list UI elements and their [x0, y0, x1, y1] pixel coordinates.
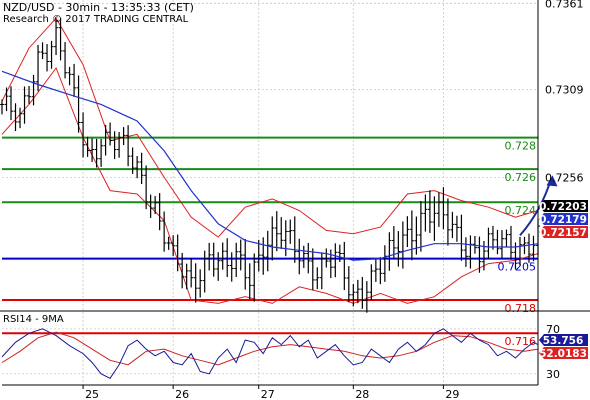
y-tick-label: 0.7256 [545, 171, 584, 184]
level-label: 0.7205 [498, 261, 537, 274]
price-tag: 0.72179 [539, 214, 587, 226]
level-label: 0.718 [505, 302, 537, 315]
rsi-value-tag: 52.0183 [539, 348, 587, 360]
rsi-value-tag-bg [539, 334, 588, 346]
level-label: 0.724 [505, 204, 537, 217]
price-tag-bg [539, 226, 588, 238]
x-tick-label: 27 [261, 388, 275, 400]
rsi-title: RSI14 - 9MA [3, 314, 64, 325]
level-label: 0.728 [505, 140, 537, 153]
level-label: 0.716 [505, 335, 537, 348]
rsi-tick-label: 30 [546, 368, 560, 381]
price-tag: 0.72203 [539, 201, 587, 213]
price-tag-bg [539, 213, 588, 225]
price-tag: 0.72157 [539, 227, 587, 239]
x-tick-label: 28 [355, 388, 369, 400]
bollinger-upper-line [1, 17, 539, 238]
rsi-tick-label: 70 [546, 323, 560, 336]
rsi-lines [1, 328, 539, 379]
forecast-arrow-head [546, 175, 558, 187]
y-tick-label: 0.7309 [545, 84, 584, 97]
rsi-value-tag-bg [539, 347, 588, 359]
y-tick-label: 0.7361 [545, 0, 584, 10]
indicator-lines [1, 70, 539, 261]
rsi-value-tag: 53.756 [543, 335, 584, 347]
forecast-arrow [519, 175, 558, 237]
price-bars [0, 17, 540, 313]
x-tick-label: 25 [85, 388, 99, 400]
level-label: 0.726 [505, 171, 537, 184]
moving-average-line [1, 70, 539, 261]
rsi-line [1, 328, 539, 379]
chart-subtitle: Research © 2017 TRADING CENTRAL [3, 14, 189, 25]
rsi-panel-grid [2, 328, 538, 375]
price-tag-bg [539, 200, 588, 212]
level-lines: 0.728 0.726 0.724 0.7205 0.718 0.716 [2, 136, 538, 348]
chart-title: NZD/USD - 30min - 13:35:33 (CET) [3, 1, 194, 14]
x-tick-label: 29 [445, 388, 459, 400]
x-tick-label: 26 [175, 388, 189, 400]
